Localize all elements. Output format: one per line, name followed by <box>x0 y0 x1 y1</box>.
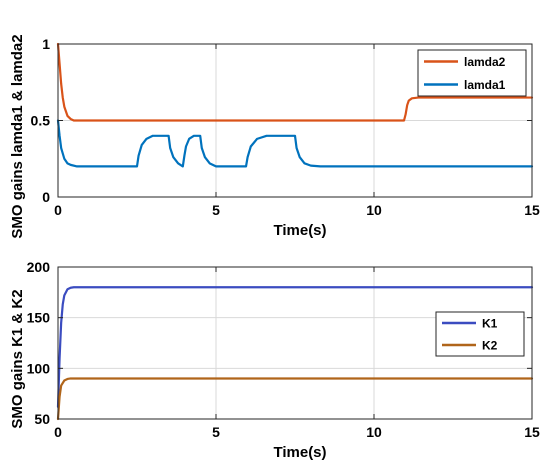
y-axis-label: SMO gains K1 & K2 <box>9 289 26 428</box>
y-tick-label: 100 <box>27 360 51 376</box>
chart-panel-2: 0 5 10 15 50 100 150 200 Time(s) SMO gains K1 & K… <box>9 259 540 461</box>
series-line-K2 <box>56 377 534 421</box>
legend-box <box>435 311 525 357</box>
x-tick-label: 5 <box>212 202 220 218</box>
x-axis-label: Time(s) <box>273 222 326 239</box>
series-line-lamda1 <box>56 119 534 168</box>
series-line-K1 <box>56 286 534 408</box>
series-line-lamda2 <box>56 42 534 122</box>
y-tick-label: 50 <box>34 411 50 427</box>
legend: lamda2 lamda1 <box>417 49 527 97</box>
x-tick-label: 0 <box>54 424 62 440</box>
legend-label-lamda1: lamda1 <box>464 78 506 92</box>
x-tick-label: 5 <box>212 424 220 440</box>
y-tick-label: 1 <box>42 36 50 52</box>
legend-label-lamda2: lamda2 <box>464 55 506 69</box>
x-axis-label: Time(s) <box>273 444 326 461</box>
axes-frame <box>57 266 533 420</box>
x-tick-label: 15 <box>524 424 540 440</box>
y-tick-label: 200 <box>27 259 51 275</box>
legend-box <box>417 49 527 97</box>
x-tick-label: 10 <box>366 202 382 218</box>
chart-panel-1: 0 5 10 15 0 0.5 1 Time(s) SMO gains lamda1 & lam… <box>9 34 540 239</box>
legend-label-K2: K2 <box>482 339 498 353</box>
x-tick-label: 0 <box>54 202 62 218</box>
y-axis-label: SMO gains lamda1 & lamda2 <box>9 34 26 238</box>
x-tick-label: 15 <box>524 202 540 218</box>
y-tick-label: 150 <box>27 310 51 326</box>
legend: K1 K2 <box>435 311 525 357</box>
y-tick-label: 0 <box>42 189 50 205</box>
legend-label-K1: K1 <box>482 317 498 331</box>
x-tick-label: 10 <box>366 424 382 440</box>
y-tick-label: 0.5 <box>31 113 51 129</box>
